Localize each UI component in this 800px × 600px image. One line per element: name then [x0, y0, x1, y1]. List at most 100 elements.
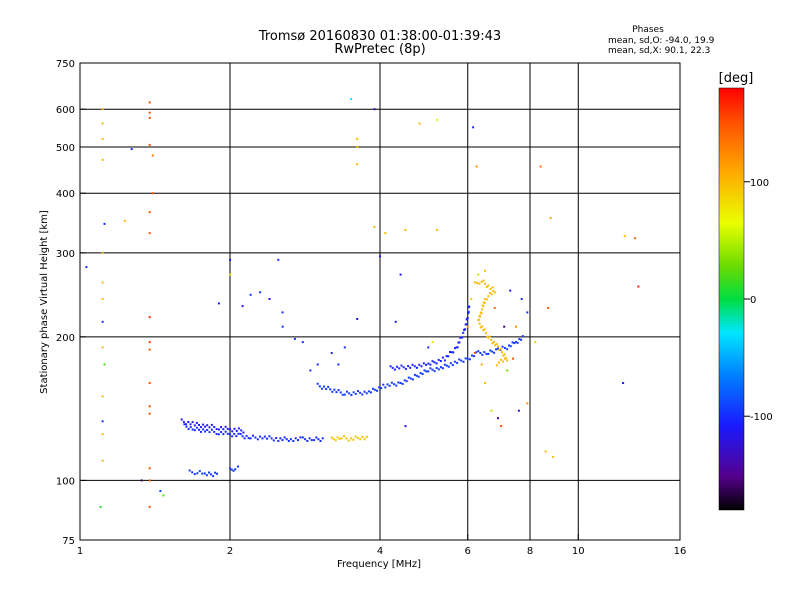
trace-point: [180, 418, 183, 421]
trace-point: [506, 359, 509, 362]
trace-point: [495, 343, 498, 346]
trace-point: [210, 423, 213, 426]
trace-point: [491, 342, 494, 345]
trace-point: [213, 430, 216, 433]
echo-point: [394, 320, 397, 323]
echo-point: [148, 382, 151, 384]
trace-point: [397, 381, 400, 384]
trace-point: [277, 440, 280, 442]
trace-point: [493, 351, 496, 354]
trace-point: [317, 438, 320, 441]
echo-point: [622, 382, 625, 384]
trace-point: [407, 365, 410, 368]
trace-point: [182, 420, 185, 423]
trace-point: [365, 436, 368, 438]
echo-point: [101, 137, 104, 140]
trace-point: [492, 290, 495, 293]
echo-point: [466, 325, 469, 328]
echo-point: [526, 402, 529, 405]
trace-point: [337, 389, 340, 391]
echo-point: [379, 255, 381, 258]
trace-point: [386, 383, 389, 386]
trace-point: [495, 364, 498, 367]
echo-point: [493, 306, 496, 309]
trace-point: [382, 383, 385, 386]
echo-point: [526, 311, 529, 314]
echo-points: [85, 98, 640, 508]
trace-point: [476, 282, 479, 284]
echo-point: [509, 289, 512, 292]
trace-point: [503, 353, 506, 356]
x-tick-label: 16: [674, 546, 687, 557]
trace-point: [222, 428, 225, 431]
echo-point: [148, 111, 151, 114]
trace-point: [465, 323, 468, 326]
echo-point: [229, 273, 231, 276]
trace-point: [216, 472, 218, 475]
chart-title: Tromsø 20160830 01:38:00-01:39:43: [258, 29, 501, 44]
trace-point: [482, 301, 485, 304]
trace-point: [301, 436, 304, 439]
trace-point: [210, 473, 212, 476]
trace-point: [443, 359, 446, 362]
echo-point: [101, 122, 104, 125]
trace-point: [193, 429, 196, 432]
trace-point: [433, 361, 436, 364]
trace-point: [429, 367, 432, 370]
trace-point: [281, 439, 284, 442]
echo-point: [431, 341, 434, 344]
phases-o-stats: mean, sd,O: -94.0, 19.9: [608, 36, 715, 46]
trace-point: [259, 435, 262, 438]
trace-point: [384, 386, 387, 389]
trace-point: [266, 437, 269, 440]
echo-point: [249, 293, 252, 296]
trace-point: [477, 350, 480, 353]
trace-point: [210, 428, 213, 431]
trace-point: [485, 285, 488, 288]
trace-point: [233, 427, 236, 430]
echo-point: [484, 269, 487, 272]
trace-point: [491, 350, 494, 353]
echo-point: [101, 346, 104, 349]
y-tick-label: 300: [56, 249, 75, 260]
trace-point: [261, 437, 264, 440]
trace-point: [231, 435, 234, 438]
trace-point: [466, 317, 469, 319]
trace-point: [413, 365, 416, 368]
trace-point: [196, 472, 199, 475]
trace-point: [433, 370, 436, 373]
y-tick-label: 75: [62, 536, 75, 547]
echo-point: [427, 346, 430, 349]
trace-point: [484, 282, 486, 285]
trace-point: [405, 380, 408, 383]
chart-subtitle: RwPretec (8p): [334, 42, 425, 57]
trace-point: [449, 351, 451, 353]
trace-point: [205, 474, 208, 477]
trace-point: [502, 360, 505, 363]
trace-point: [202, 428, 205, 431]
trace-point: [229, 428, 231, 431]
trace-point: [341, 393, 344, 396]
echo-point: [140, 479, 143, 482]
trace-point: [471, 354, 473, 357]
trace-point: [423, 369, 426, 372]
echo-point: [148, 412, 151, 415]
echo-point: [162, 494, 165, 497]
trace-point: [427, 362, 430, 365]
trace-point: [445, 364, 448, 367]
trace-point: [208, 426, 211, 429]
trace-point: [485, 352, 488, 355]
trace-point: [422, 362, 425, 365]
trace-point: [356, 436, 359, 439]
y-tick-label: 200: [56, 333, 75, 344]
trace-point: [500, 351, 503, 354]
echo-point: [637, 285, 640, 288]
trace-point: [308, 437, 311, 440]
trace-point: [348, 392, 351, 395]
trace-point: [222, 433, 225, 436]
echo-point: [101, 251, 104, 254]
x-tick-label: 4: [377, 546, 383, 557]
trace-point: [263, 435, 266, 438]
trace-point: [206, 424, 209, 427]
trace-point: [480, 280, 483, 283]
